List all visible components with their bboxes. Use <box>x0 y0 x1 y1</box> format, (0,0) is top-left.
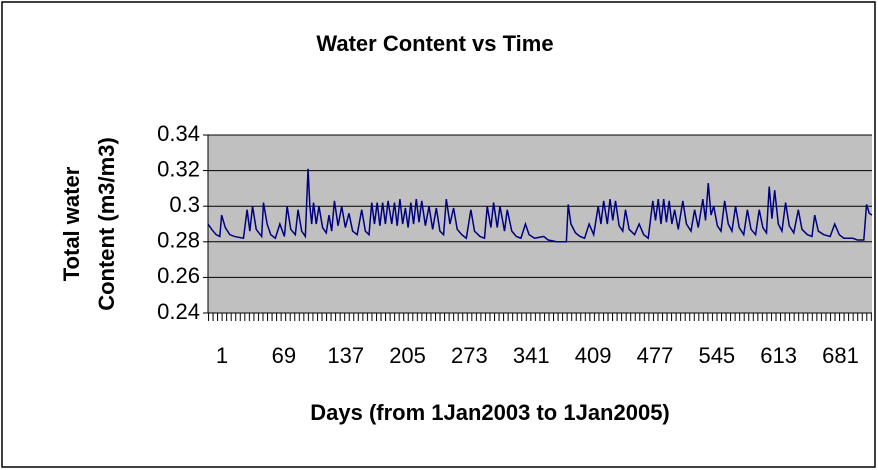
y-axis-label: Total water <box>59 166 84 281</box>
y-tick-label: 0.28 <box>157 228 200 253</box>
x-tick-label: 409 <box>575 343 612 368</box>
y-tick-label: 0.34 <box>157 121 200 146</box>
y-tick-label: 0.32 <box>157 156 200 181</box>
x-tick-label: 341 <box>513 343 550 368</box>
x-tick-label: 273 <box>451 343 488 368</box>
x-tick-label: 681 <box>822 343 859 368</box>
chart-title: Water Content vs Time <box>316 31 553 56</box>
x-tick-label: 613 <box>760 343 797 368</box>
x-axis-label: Days (from 1Jan2003 to 1Jan2005) <box>310 400 670 425</box>
category-ticks <box>208 313 872 321</box>
x-tick-label: 477 <box>637 343 674 368</box>
y-tick-label: 0.24 <box>157 299 200 324</box>
y-tick-label: 0.3 <box>169 192 200 217</box>
x-tick-label: 69 <box>272 343 296 368</box>
x-tick-label: 1 <box>216 343 228 368</box>
plot-area <box>208 135 872 313</box>
x-tick-label: 137 <box>327 343 364 368</box>
y-tick-label: 0.26 <box>157 263 200 288</box>
y-axis-label: Content (m3/m3) <box>94 137 119 311</box>
data-line <box>207 168 873 243</box>
x-tick-label: 205 <box>389 343 426 368</box>
x-tick-label: 545 <box>698 343 735 368</box>
